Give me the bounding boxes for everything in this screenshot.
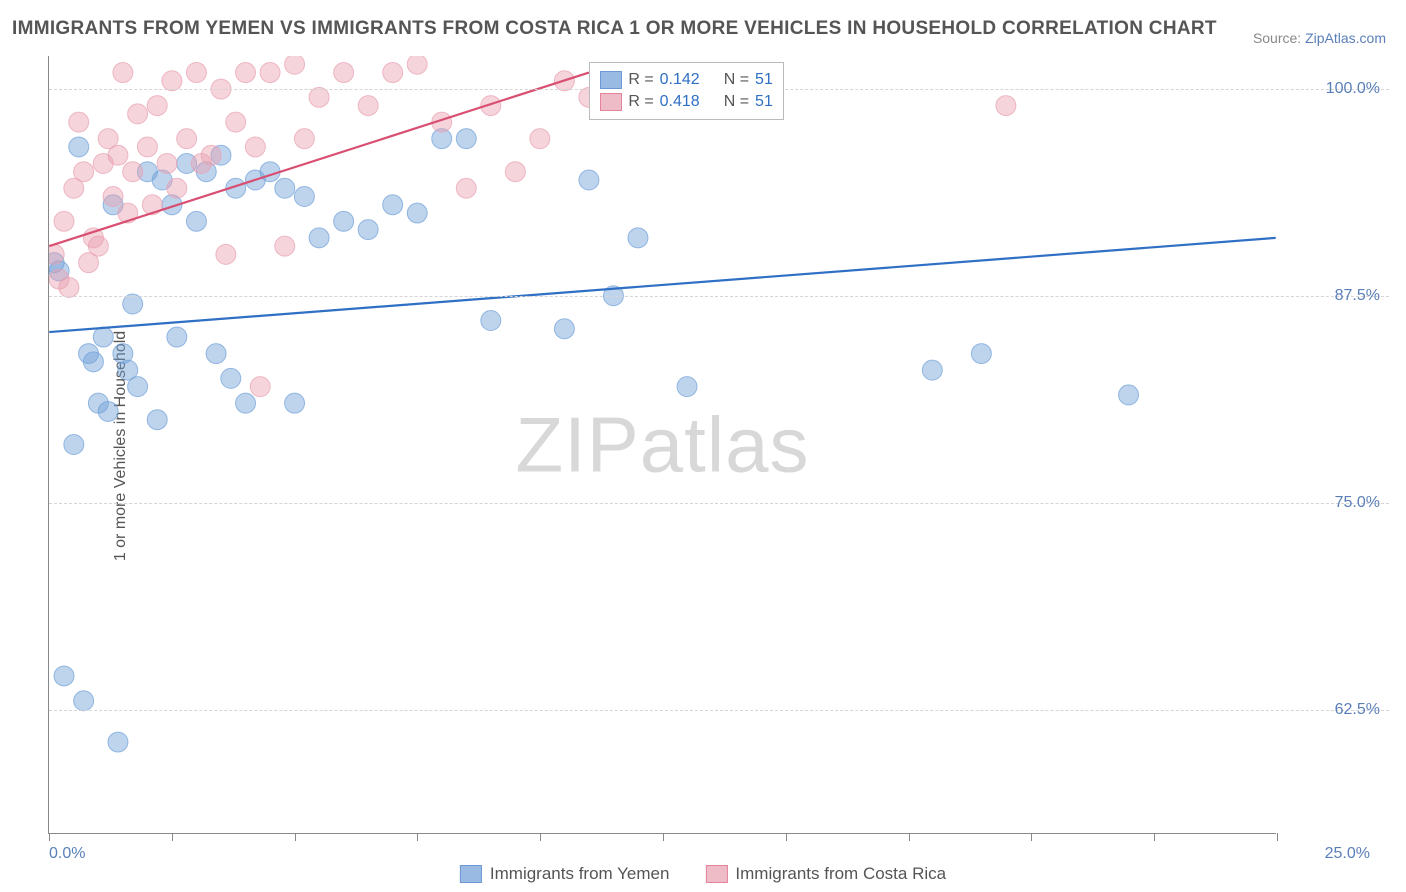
x-tick [909, 833, 910, 841]
chart-svg [49, 56, 1276, 833]
gridline [49, 296, 1389, 297]
y-tick-label: 62.5% [1335, 701, 1380, 719]
legend-label-costarica: Immigrants from Costa Rica [735, 864, 946, 884]
x-tick [49, 833, 50, 841]
gridline [49, 503, 1389, 504]
x-tick [540, 833, 541, 841]
source-credit: Source: ZipAtlas.com [1253, 30, 1386, 46]
x-tick-label-right: 25.0% [1325, 845, 1370, 863]
legend-item-yemen: Immigrants from Yemen [460, 864, 670, 884]
y-tick-label: 75.0% [1335, 494, 1380, 512]
x-tick [786, 833, 787, 841]
legend-bottom: Immigrants from Yemen Immigrants from Co… [460, 864, 946, 884]
swatch-costarica [705, 865, 727, 883]
swatch-yemen [460, 865, 482, 883]
y-tick-label: 87.5% [1335, 287, 1380, 305]
stats-legend-row: R = 0.142 N = 51 [600, 69, 773, 91]
stats-legend-row: R = 0.418 N = 51 [600, 91, 773, 113]
x-tick [1031, 833, 1032, 841]
watermark: ZIPatlas [515, 399, 809, 490]
legend-item-costarica: Immigrants from Costa Rica [705, 864, 946, 884]
gridline [49, 710, 1389, 711]
x-tick [172, 833, 173, 841]
x-tick [663, 833, 664, 841]
x-tick-label-left: 0.0% [49, 845, 85, 863]
x-tick [1154, 833, 1155, 841]
y-tick-label: 100.0% [1326, 80, 1380, 98]
x-tick [295, 833, 296, 841]
legend-label-yemen: Immigrants from Yemen [490, 864, 670, 884]
x-tick [1277, 833, 1278, 841]
plot-area: ZIPatlas 62.5%75.0%87.5%100.0%0.0%25.0% … [48, 56, 1276, 834]
source-label: Source: [1253, 30, 1301, 46]
chart-title: IMMIGRANTS FROM YEMEN VS IMMIGRANTS FROM… [12, 18, 1217, 40]
source-link[interactable]: ZipAtlas.com [1305, 30, 1386, 46]
x-tick [417, 833, 418, 841]
stats-legend: R = 0.142 N = 51 R = 0.418 N = 51 [589, 62, 784, 120]
